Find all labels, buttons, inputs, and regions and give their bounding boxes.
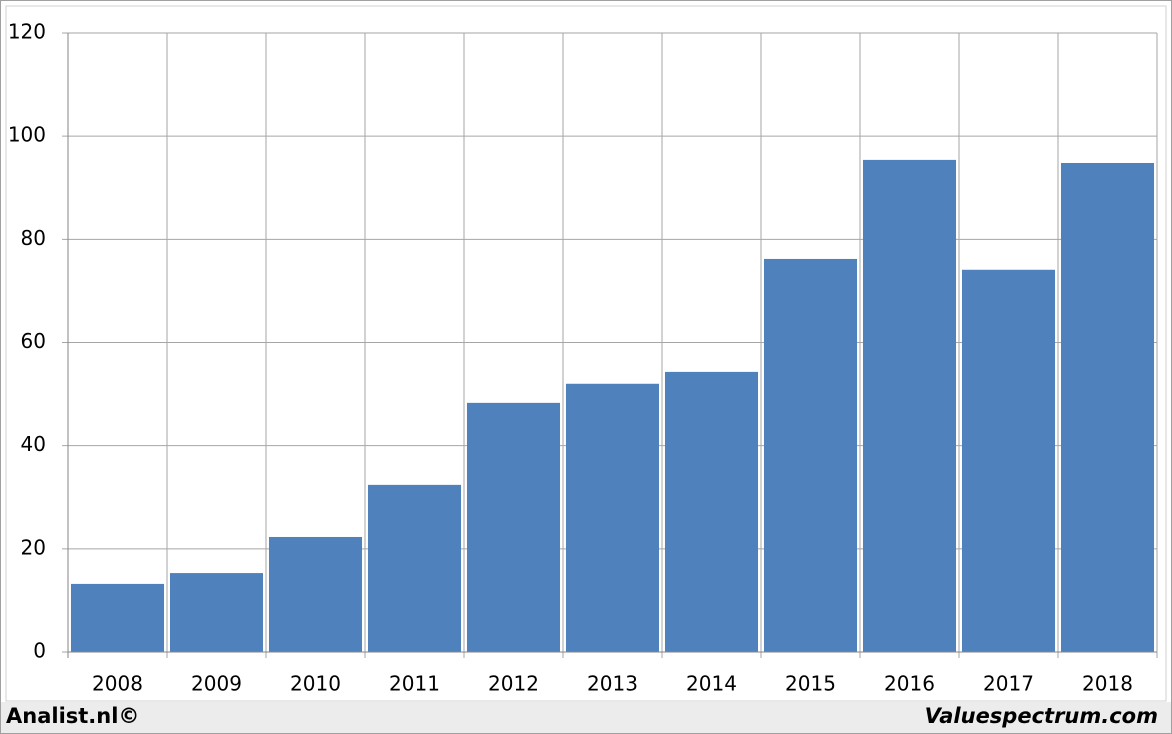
bar [565,383,660,652]
y-tick-label: 0 [33,639,46,663]
footer-right: Valuespectrum.com [925,704,1158,728]
y-tick-label: 40 [21,432,46,456]
x-tick-label: 2015 [785,672,836,696]
footer-strip [1,702,1171,733]
x-tick-label: 2008 [92,672,143,696]
footer-left: Analist.nl© [6,704,139,728]
x-tick-label: 2012 [488,672,539,696]
y-tick-label: 120 [8,20,46,44]
bar [268,536,363,652]
bar [70,583,165,652]
x-tick-label: 2014 [686,672,737,696]
y-tick-label: 80 [21,226,46,250]
x-tick-label: 2011 [389,672,440,696]
x-tick-label: 2010 [290,672,341,696]
x-tick-label: 2016 [884,672,935,696]
bar [1060,162,1155,653]
bar [664,371,759,652]
y-tick-label: 20 [21,535,46,559]
y-tick-label: 60 [21,329,46,353]
bar [367,484,462,652]
x-tick-label: 2017 [983,672,1034,696]
bar [862,159,957,652]
x-tick-label: 2013 [587,672,638,696]
bar [169,573,264,652]
x-tick-label: 2009 [191,672,242,696]
bar [961,269,1056,652]
bar [466,402,561,652]
y-tick-label: 100 [8,123,46,147]
bar [763,258,858,652]
x-tick-label: 2018 [1082,672,1133,696]
